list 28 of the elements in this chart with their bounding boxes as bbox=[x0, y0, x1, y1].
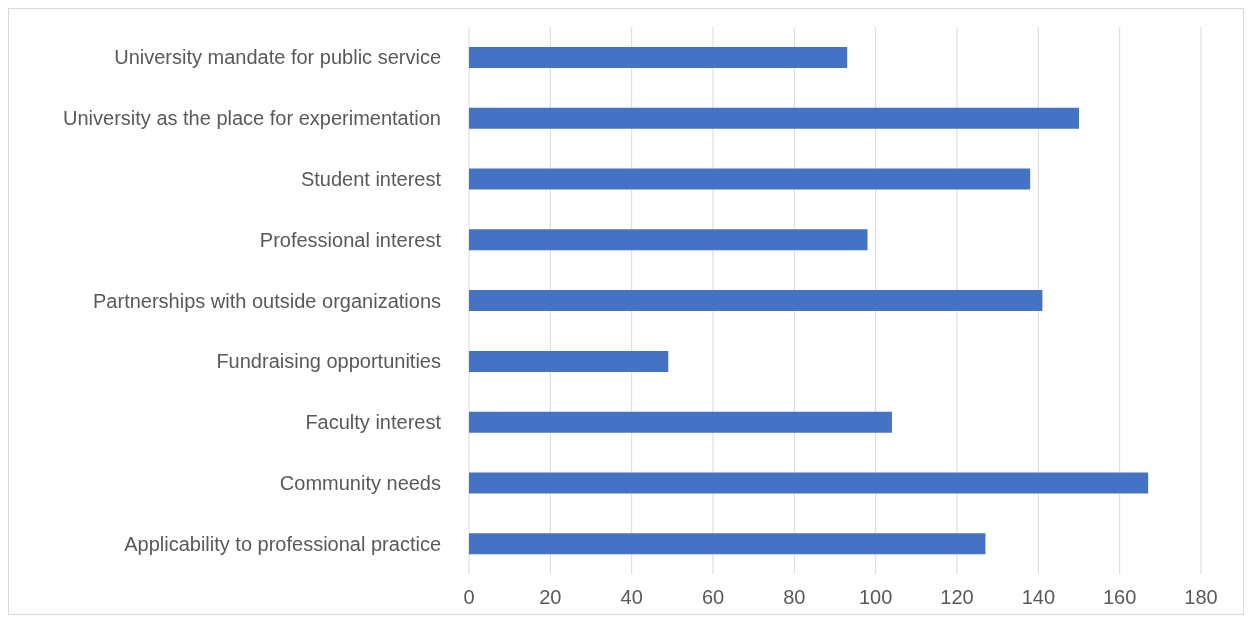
y-tick-label: Applicability to professional practice bbox=[124, 532, 441, 555]
bar bbox=[469, 107, 1079, 129]
y-tick-label: Student interest bbox=[300, 168, 442, 191]
bar bbox=[469, 411, 892, 433]
x-tick-label: 80 bbox=[783, 586, 806, 609]
x-tick-label: 20 bbox=[539, 586, 562, 609]
bar bbox=[469, 229, 868, 251]
bar bbox=[469, 533, 986, 555]
bar bbox=[469, 168, 1031, 190]
y-tick-label: Faculty interest bbox=[305, 411, 442, 434]
bar bbox=[469, 350, 669, 372]
y-tick-label: University mandate for public service bbox=[114, 46, 441, 69]
x-tick-label: 140 bbox=[1021, 586, 1056, 609]
y-tick-label: Community needs bbox=[279, 471, 441, 494]
y-tick-label: Professional interest bbox=[259, 228, 442, 251]
x-tick-label: 0 bbox=[463, 586, 475, 609]
x-tick-label: 160 bbox=[1102, 586, 1137, 609]
bar bbox=[469, 290, 1043, 312]
y-tick-label: Partnerships with outside organizations bbox=[93, 289, 441, 312]
x-tick-label: 40 bbox=[620, 586, 643, 609]
bar bbox=[469, 47, 848, 68]
y-tick-label: Fundraising opportunities bbox=[216, 350, 441, 373]
x-tick-label: 180 bbox=[1184, 586, 1218, 609]
y-tick-label: University as the place for experimentation bbox=[63, 107, 441, 130]
x-tick-label: 60 bbox=[701, 586, 725, 609]
x-tick-label: 120 bbox=[940, 586, 974, 609]
x-tick-label: 100 bbox=[858, 586, 893, 609]
bar bbox=[469, 472, 1149, 494]
